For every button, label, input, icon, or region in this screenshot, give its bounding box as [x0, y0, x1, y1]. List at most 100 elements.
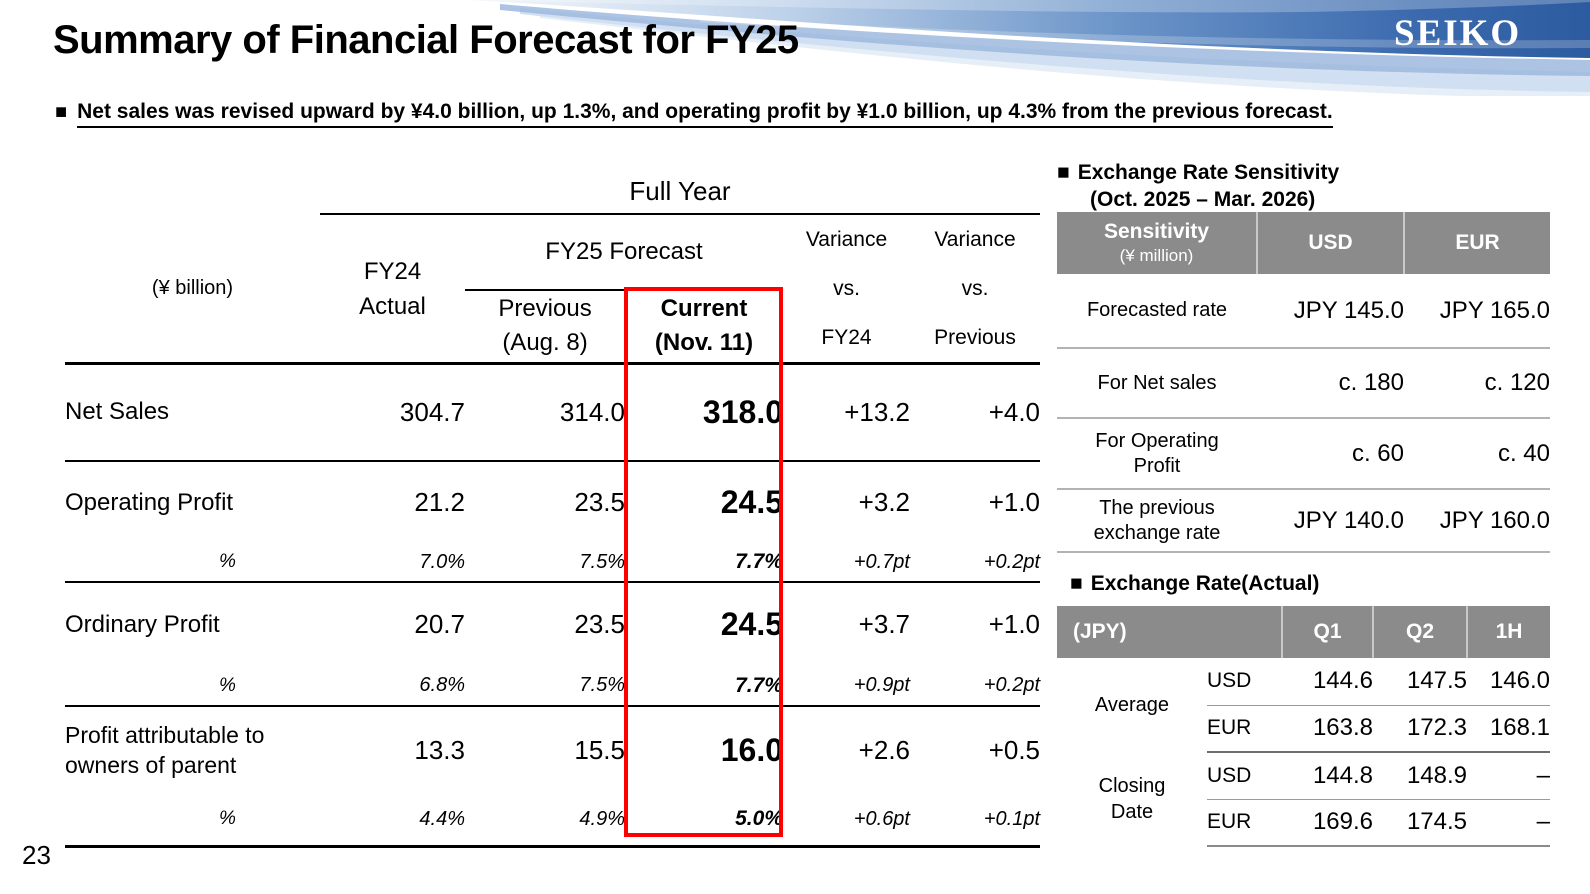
table-row: For Operating Profit c. 60 c. 40 — [1057, 418, 1550, 490]
variance-fy24-margin: +0.7pt — [783, 543, 910, 583]
full-year-header: Full Year — [320, 170, 1041, 215]
eur-value: c. 120 — [1404, 348, 1550, 419]
square-bullet-icon: ■ — [55, 101, 68, 123]
variance-previous-value: +1.0 — [988, 609, 1041, 639]
q1-value: 169.6 — [1282, 799, 1373, 847]
table-row: For Net sales c. 180 c. 120 — [1057, 348, 1550, 419]
metric-label: Profit attributable to owners of parent — [65, 722, 265, 778]
page-number: 23 — [22, 840, 51, 870]
q1-value: 163.8 — [1282, 705, 1373, 753]
previous-margin: 7.5% — [465, 666, 625, 707]
group-label-average: Average — [1094, 694, 1170, 716]
usd-column-header: USD — [1256, 212, 1404, 274]
previous-margin: 4.9% — [465, 793, 625, 848]
row-label: Forecasted rate — [1057, 274, 1257, 349]
seiko-logo: SEIKO — [1394, 13, 1522, 54]
metric-row: Operating Profit 21.2 23.5 24.5 +3.2 +1.… — [65, 461, 1040, 544]
table-row: (¥ billion) FY24 Actual FY25 Forecast Va… — [65, 214, 1041, 365]
unit-label: (¥ billion) — [65, 214, 320, 365]
variance-fy24-value: +3.7 — [858, 609, 910, 639]
currency-label: USD — [1207, 658, 1282, 706]
previous-column-header: Previous (Aug. 8) — [465, 289, 625, 365]
current-margin: 5.0% — [625, 793, 783, 848]
exchange-actual-table: (JPY) Q1 Q2 1H Average USD 144.6 147.5 1… — [1057, 606, 1550, 847]
current-value: 16.0 — [720, 731, 783, 768]
jpy-column-header: (JPY) — [1057, 606, 1282, 658]
margin-row: % 4.4% 4.9% 5.0% +0.6pt +0.1pt — [65, 793, 1041, 848]
variance-previous-value: +4.0 — [910, 363, 1041, 462]
variance-fy24-margin: +0.9pt — [783, 666, 910, 707]
sensitivity-header-title: Sensitivity — [1103, 220, 1210, 243]
sensitivity-column-header: Sensitivity (¥ million) — [1057, 212, 1257, 274]
variance-fy24-value: +13.2 — [783, 363, 910, 462]
fy24-value: 20.7 — [414, 609, 465, 639]
eur-value: c. 40 — [1404, 418, 1550, 490]
exchange-actual-heading-text: Exchange Rate(Actual) — [1090, 572, 1320, 595]
q1-value: 144.6 — [1282, 658, 1373, 706]
eur-value: JPY 160.0 — [1404, 489, 1550, 553]
fy25-forecast-header: FY25 Forecast — [465, 214, 783, 291]
variance-previous-margin: +0.2pt — [910, 543, 1041, 583]
table-row: The previous exchange rate JPY 140.0 JPY… — [1057, 489, 1550, 553]
row-label: The previous exchange rate — [1057, 489, 1257, 553]
metric-label: Ordinary Profit — [65, 610, 220, 638]
previous-value: 23.5 — [574, 487, 625, 517]
q2-value: 147.5 — [1373, 658, 1467, 706]
previous-margin: 7.5% — [465, 543, 625, 583]
table-row: Full Year — [65, 170, 1041, 215]
margin-row: % 7.0% 7.5% 7.7% +0.7pt +0.2pt — [65, 543, 1041, 583]
currency-label: USD — [1207, 752, 1282, 800]
previous-value: 23.5 — [574, 609, 625, 639]
group-label-closing-date: Closing Date — [1098, 775, 1166, 823]
current-value: 318.0 — [625, 363, 783, 462]
usd-value: JPY 145.0 — [1257, 274, 1404, 349]
usd-value: JPY 140.0 — [1257, 489, 1404, 553]
table-header-row: Sensitivity (¥ million) USD EUR — [1057, 212, 1550, 274]
sensitivity-heading: ■ Exchange Rate Sensitivity (Oct. 2025 – … — [1057, 159, 1339, 213]
table-row: EUR 169.6 174.5 – — [1057, 799, 1550, 847]
q1-column-header: Q1 — [1281, 606, 1373, 658]
fy24-value: 21.2 — [414, 487, 465, 517]
usd-value: c. 60 — [1257, 418, 1404, 490]
variance-previous-margin: +0.1pt — [910, 793, 1041, 848]
h1-value: – — [1467, 799, 1550, 847]
variance-vs-fy24-header: Variance vs. FY24 — [783, 214, 910, 365]
margin-row: % 6.8% 7.5% 7.7% +0.9pt +0.2pt — [65, 666, 1041, 707]
metric-label: Net Sales — [65, 363, 320, 462]
previous-value: 314.0 — [465, 363, 625, 462]
variance-previous-value: +1.0 — [988, 487, 1041, 517]
table-header-row: (JPY) Q1 Q2 1H — [1057, 606, 1550, 658]
table-row: EUR 163.8 172.3 168.1 — [1057, 705, 1550, 753]
fy24-value: 13.3 — [414, 734, 465, 765]
sensitivity-header-unit: (¥ million) — [1119, 246, 1194, 265]
eur-value: JPY 165.0 — [1404, 274, 1550, 349]
metric-label: Operating Profit — [65, 488, 234, 516]
q2-column-header: Q2 — [1372, 606, 1467, 658]
fy24-column-header: FY24 Actual — [320, 214, 465, 365]
metric-row: Profit attributable to owners of parent … — [65, 706, 1040, 794]
current-column-header: Current (Nov. 11) — [625, 289, 783, 365]
eur-column-header: EUR — [1403, 212, 1550, 274]
square-bullet-icon: ■ — [1070, 572, 1083, 595]
metric-row: Net Sales 304.7 314.0 318.0 +13.2 +4.0 — [65, 363, 1041, 462]
margin-label: % — [65, 793, 320, 848]
q2-value: 174.5 — [1373, 799, 1467, 847]
metric-row: Ordinary Profit 20.7 23.5 24.5 +3.7 +1.0 — [65, 582, 1040, 667]
row-label: For Operating Profit — [1057, 418, 1257, 490]
variance-previous-value: +0.5 — [988, 734, 1041, 765]
variance-fy24-margin: +0.6pt — [783, 793, 910, 848]
page-title: Summary of Financial Forecast for FY25 — [53, 18, 799, 62]
spacer-cell — [65, 170, 320, 214]
q2-value: 172.3 — [1373, 705, 1467, 753]
exchange-actual-heading: ■ Exchange Rate(Actual) — [1070, 570, 1319, 597]
fy24-value: 304.7 — [320, 363, 465, 462]
variance-fy24-value: +2.6 — [858, 734, 910, 765]
margin-label: % — [65, 666, 320, 707]
fy24-margin: 6.8% — [320, 666, 465, 707]
margin-label: % — [65, 543, 320, 583]
sensitivity-subheading: (Oct. 2025 – Mar. 2026) — [1090, 188, 1316, 211]
h1-value: 146.0 — [1467, 658, 1550, 706]
currency-label: EUR — [1207, 705, 1282, 753]
current-margin: 7.7% — [625, 666, 783, 707]
